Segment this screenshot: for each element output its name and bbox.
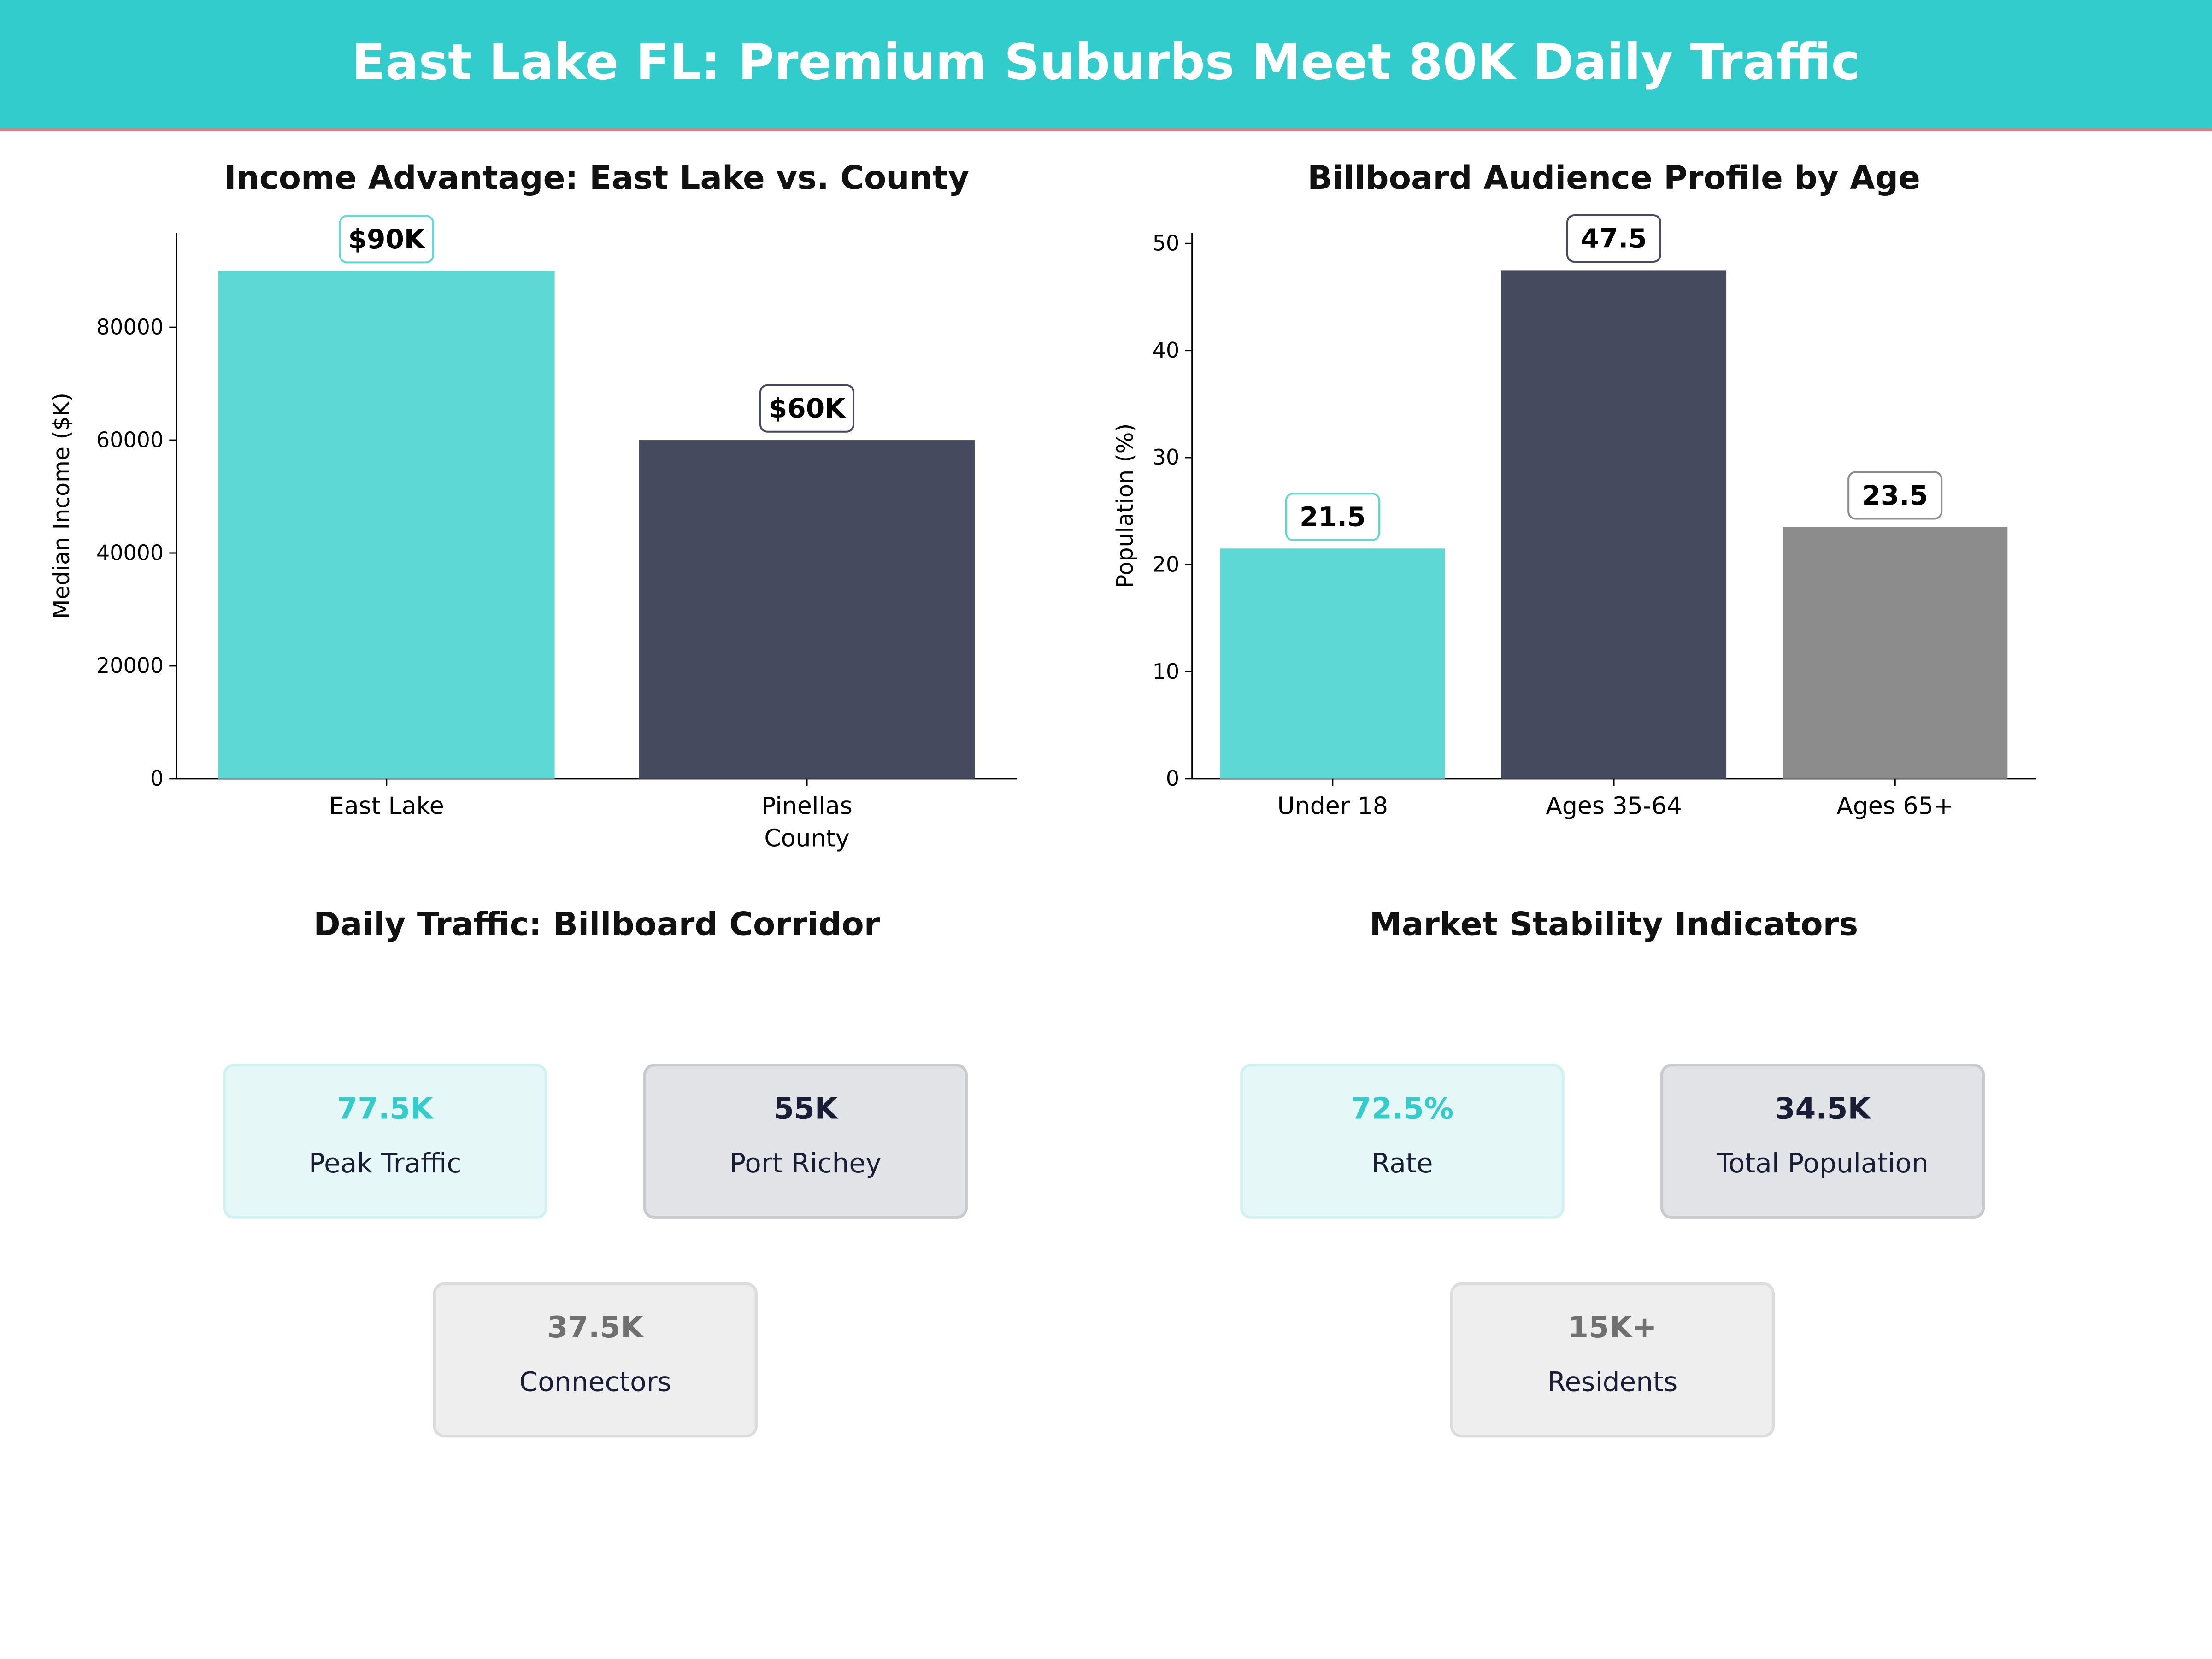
y-tick-label: 80000 [96, 315, 164, 340]
y-tick-label: 10 [1153, 659, 1179, 684]
kpi-card-port-richey: 55K Port Richey [643, 1064, 968, 1219]
chart-title-income: Income Advantage: East Lake vs. County [224, 160, 970, 198]
y-tick-label: 0 [150, 766, 164, 791]
kpi-label: Connectors [519, 1367, 671, 1398]
kpi-value: 55K [773, 1092, 838, 1126]
kpi-value: 77.5K [337, 1092, 433, 1126]
page-title: East Lake FL: Premium Suburbs Meet 80K D… [351, 35, 1861, 92]
kpi-value: 15K+ [1568, 1310, 1657, 1345]
kpi-value: 72.5% [1351, 1092, 1454, 1126]
x-tick-label: East Lake [329, 792, 444, 820]
data-label-box [1285, 492, 1380, 541]
kpi-value: 37.5K [547, 1310, 644, 1345]
kpi-value: 34.5K [1774, 1092, 1871, 1126]
kpi-label: Residents [1547, 1367, 1678, 1398]
y-axis-label: Population (%) [1112, 424, 1138, 588]
chart-title-age: Billboard Audience Profile by Age [1307, 160, 1920, 198]
data-label-box [1847, 471, 1943, 520]
y-tick-label: 20 [1153, 552, 1179, 577]
x-tick-label: Pinellas [761, 792, 853, 820]
y-tick-label: 40 [1153, 338, 1179, 363]
y-tick-label: 0 [1166, 766, 1179, 791]
income-chart: 0 20000 40000 60000 80000 Median Income ($K) E… [48, 215, 1018, 853]
kpi-label: Port Richey [729, 1148, 882, 1180]
y-tick-label: 20000 [96, 653, 164, 678]
kpi-label: Peak Traffic [309, 1148, 462, 1180]
y-axis-label: Median Income ($K) [48, 393, 75, 619]
bar [639, 440, 975, 779]
bar [1783, 527, 2008, 779]
data-label: 21.5 [1300, 501, 1366, 532]
x-tick-label: Ages 35-64 [1546, 792, 1682, 820]
bar [218, 271, 555, 779]
kpi-card-connectors: 37.5K Connectors [433, 1282, 758, 1438]
data-label-box [339, 215, 434, 264]
x-tick-label: County [764, 825, 849, 853]
kpi-label: Total Population [1717, 1148, 1929, 1180]
data-label-box [759, 384, 855, 433]
bar [1220, 548, 1445, 779]
x-tick-label: Ages 65+ [1836, 792, 1953, 820]
y-tick-label: 40000 [96, 540, 164, 565]
data-label: 47.5 [1581, 223, 1647, 254]
data-label-box [1566, 214, 1662, 263]
bar [1501, 270, 1727, 779]
y-tick-label: 30 [1153, 445, 1179, 470]
stability-title: Market Stability Indicators [1369, 907, 1859, 944]
kpi-card-residents: 15K+ Residents [1450, 1282, 1775, 1438]
data-label: $60K [769, 393, 846, 424]
age-chart: 0 10 20 30 40 50 Population (%) Under 18 21.5 Age… [1112, 214, 2036, 820]
kpi-card-total-population: 34.5K Total Population [1660, 1064, 1985, 1219]
x-tick-label: Under 18 [1277, 792, 1388, 820]
y-tick-label: 50 [1153, 231, 1179, 256]
data-label: $90K [348, 224, 426, 255]
kpi-card-rate: 72.5% Rate [1240, 1064, 1565, 1219]
y-tick-label: 60000 [96, 427, 164, 452]
kpi-card-peak-traffic: 77.5K Peak Traffic [223, 1064, 547, 1219]
traffic-title: Daily Traffic: Billboard Corridor [313, 907, 880, 944]
data-label: 23.5 [1862, 480, 1928, 511]
header-banner: East Lake FL: Premium Suburbs Meet 80K D… [0, 0, 2212, 131]
kpi-label: Rate [1371, 1148, 1433, 1180]
